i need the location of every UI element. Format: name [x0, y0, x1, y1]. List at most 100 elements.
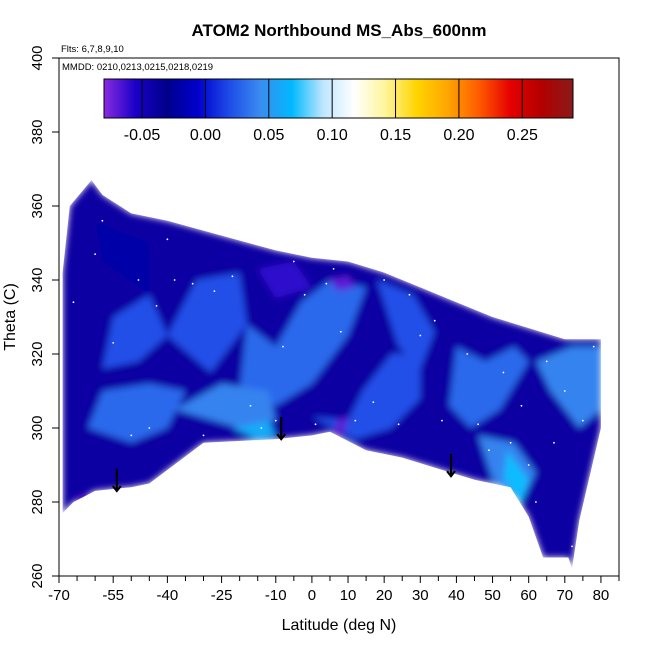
- sample-point: [332, 268, 335, 270]
- sample-point: [477, 423, 479, 426]
- sample-point: [383, 279, 386, 281]
- sample-point: [155, 305, 158, 307]
- sample-point: [553, 441, 555, 444]
- sample-point: [213, 290, 216, 292]
- field-region-9: [376, 280, 435, 369]
- y-tick-label: 400: [29, 45, 46, 70]
- sample-point: [112, 342, 115, 344]
- y-tick-label: 280: [29, 489, 46, 514]
- sample-point: [581, 419, 584, 422]
- field-region-3: [167, 272, 247, 373]
- x-tick-label: 70: [556, 587, 573, 604]
- x-tick-label: -40: [157, 587, 179, 604]
- sample-point: [441, 419, 443, 422]
- sample-point: [502, 371, 505, 374]
- sample-point: [148, 427, 151, 429]
- field-region-8: [311, 354, 421, 440]
- x-tick-label: 80: [593, 587, 610, 604]
- field-region-0: [62, 180, 601, 569]
- sample-point: [408, 293, 411, 296]
- sample-point: [325, 282, 328, 285]
- y-axis-label: Theta (C): [2, 283, 19, 351]
- field-region-12: [503, 450, 529, 502]
- x-tick-label: 60: [520, 587, 537, 604]
- colorbar-tick-label: 0.05: [253, 127, 284, 144]
- flight-markers: [111, 416, 456, 493]
- y-axis: 260 280 300 320 340 360 380 400: [29, 45, 59, 589]
- sample-point: [202, 434, 205, 437]
- sample-point: [397, 423, 400, 426]
- field-region-15: [330, 276, 356, 292]
- sample-point: [72, 301, 75, 304]
- sample-point: [94, 253, 97, 256]
- sample-point: [260, 427, 263, 429]
- y-tick-label: 300: [29, 415, 46, 440]
- sample-point: [249, 404, 252, 407]
- sample-point: [419, 334, 422, 337]
- sample-point: [339, 330, 342, 333]
- flight-marker-arrow: [446, 453, 456, 478]
- x-tick-label: 10: [340, 587, 357, 604]
- colorbar-tick-label: 0.00: [190, 127, 221, 144]
- sample-point: [433, 319, 436, 322]
- field-region-4: [239, 280, 367, 406]
- x-tick-label: -10: [265, 587, 287, 604]
- sample-point: [520, 404, 523, 407]
- y-tick-label: 320: [29, 341, 46, 366]
- sample-point: [354, 419, 357, 422]
- sample-point: [130, 434, 133, 437]
- colorbar-tick-label: 0.15: [380, 127, 411, 144]
- flight-marker-arrow: [111, 468, 122, 493]
- chart-title: ATOM2 Northbound MS_Abs_600nm: [191, 21, 486, 40]
- sample-point: [361, 249, 364, 252]
- colorbar-tick-label: 0.20: [443, 127, 474, 144]
- sample-points: [72, 219, 595, 548]
- sample-point: [509, 441, 512, 444]
- sample-point: [563, 390, 566, 392]
- sample-point: [495, 286, 498, 289]
- x-axis: -70 -55 -40 -25 -10 0 10 20 30 40 50 60 70 80: [48, 575, 620, 604]
- y-tick-label: 380: [29, 119, 46, 144]
- sample-point: [488, 449, 490, 452]
- y-tick-label: 360: [29, 193, 46, 218]
- colorbar-bar: [103, 78, 574, 119]
- sample-point: [466, 353, 469, 355]
- colorbar-tick-label: -0.05: [124, 127, 161, 144]
- sample-point: [101, 219, 104, 222]
- x-tick-label: 40: [448, 587, 465, 604]
- sample-point: [292, 260, 295, 263]
- field-region-13: [535, 346, 601, 428]
- sample-point: [535, 501, 537, 503]
- plot-area: [62, 180, 601, 569]
- sample-point: [173, 279, 176, 281]
- sample-point: [137, 279, 140, 281]
- field-region-14: [257, 261, 312, 299]
- field-region-1: [95, 220, 150, 295]
- field-regions: [62, 180, 601, 569]
- x-axis-label: Latitude (deg N): [282, 617, 397, 634]
- colorbar: -0.05 0.00 0.05 0.10 0.15 0.20 0.25: [103, 78, 574, 144]
- field-region-5: [87, 383, 186, 443]
- sample-point: [527, 464, 530, 466]
- field-region-2: [102, 294, 168, 369]
- x-tick-label: 50: [484, 587, 501, 604]
- flights-annotation: Flts: 6,7,8,9,10: [61, 44, 124, 55]
- sample-point: [372, 401, 375, 403]
- sample-point: [303, 293, 306, 296]
- field-region-10: [449, 346, 529, 428]
- field-region-7: [232, 420, 276, 440]
- field-region-6: [174, 383, 276, 428]
- colorbar-ticks: -0.05 0.00 0.05 0.10 0.15 0.20 0.25: [124, 79, 538, 144]
- sample-point: [545, 360, 548, 363]
- colorbar-tick-label: 0.25: [507, 127, 538, 144]
- sample-point: [571, 545, 573, 548]
- field-region-17: [333, 416, 348, 436]
- x-tick-label: -55: [102, 587, 124, 604]
- sample-point: [238, 234, 241, 237]
- dates-annotation: MMDD: 0210,0213,0215,0218,0219: [62, 62, 213, 73]
- sample-point: [314, 423, 317, 426]
- x-tick-label: 30: [412, 587, 429, 604]
- flight-marker-arrow: [276, 416, 287, 441]
- sample-point: [592, 345, 595, 348]
